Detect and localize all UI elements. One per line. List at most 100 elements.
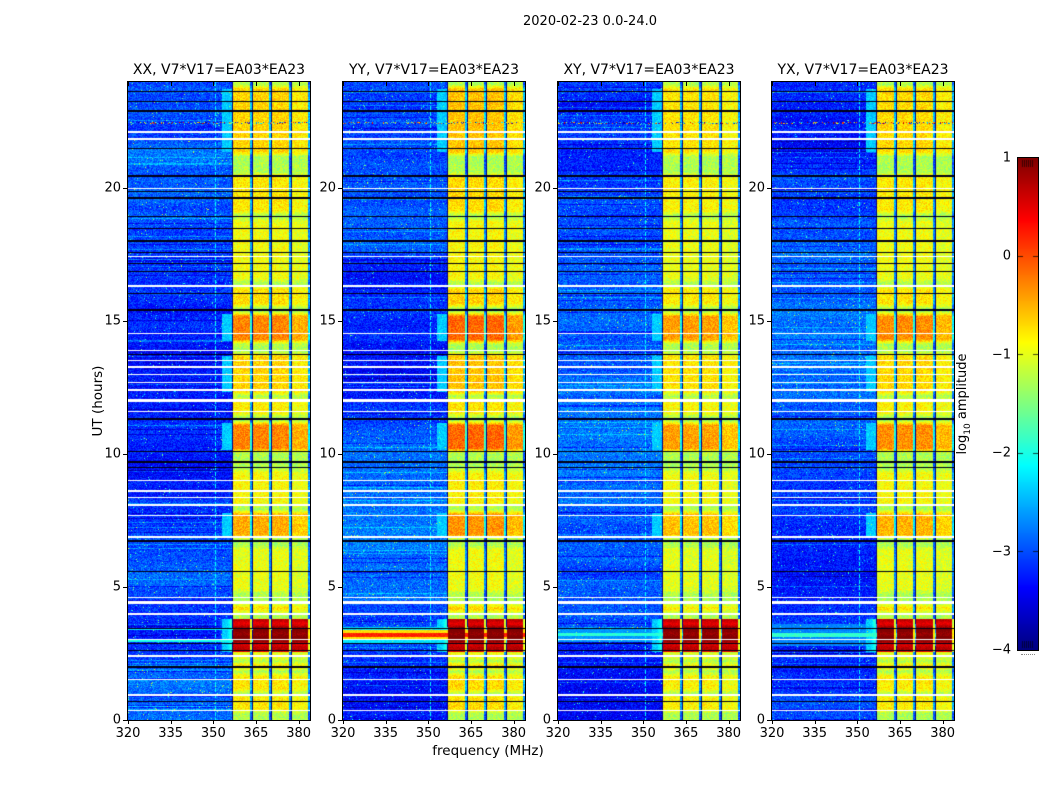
x-tick-top	[772, 82, 773, 86]
y-tick	[767, 720, 771, 721]
x-tick-label: 380	[716, 726, 742, 741]
x-tick-label: 380	[286, 726, 312, 741]
y-tick	[338, 188, 342, 190]
spectrogram-panel-xy	[558, 82, 740, 720]
x-tick-label: 350	[630, 726, 656, 741]
x-tick	[942, 720, 944, 724]
y-tick-label: 15	[748, 313, 765, 329]
x-tick	[857, 720, 859, 724]
colorbar-tick-label: 1	[1002, 150, 1011, 166]
x-tick	[428, 720, 430, 724]
x-tick	[470, 720, 472, 724]
x-tick-label: 320	[545, 726, 571, 741]
colorbar-tick-label: −3	[991, 544, 1011, 560]
y-tick-label: 15	[104, 313, 121, 329]
y-tick-label: 0	[542, 712, 551, 728]
colorbar-tick-label: −1	[991, 347, 1011, 363]
x-tick	[600, 720, 602, 724]
spectrogram-panel-xx	[128, 82, 310, 720]
x-tick	[814, 720, 816, 724]
x-tick-label: 335	[802, 726, 828, 741]
y-tick	[123, 321, 127, 323]
x-tick	[728, 720, 730, 724]
x-axis-label: frequency (MHz)	[432, 743, 544, 759]
x-tick-label: 320	[759, 726, 785, 741]
x-tick-label: 365	[887, 726, 913, 741]
x-tick-top	[513, 82, 515, 86]
colorbar-label-subscript: 10	[962, 423, 973, 435]
y-tick-label: 0	[756, 712, 765, 728]
x-tick-label: 380	[930, 726, 956, 741]
x-tick-top	[899, 82, 901, 86]
x-tick	[643, 720, 645, 724]
x-tick	[128, 720, 129, 724]
x-tick	[685, 720, 687, 724]
y-tick	[338, 720, 342, 721]
y-tick	[123, 720, 127, 721]
x-tick-top	[600, 82, 602, 86]
x-tick-label: 335	[588, 726, 614, 741]
y-tick	[338, 454, 342, 456]
x-tick-label: 320	[115, 726, 141, 741]
y-tick-label: 10	[319, 446, 336, 462]
x-tick-label: 320	[330, 726, 356, 741]
x-tick-top	[942, 82, 944, 86]
x-tick	[298, 720, 300, 724]
x-tick	[385, 720, 387, 724]
x-tick-label: 365	[458, 726, 484, 741]
panel-title-yx: YX, V7*V17=EA03*EA23	[777, 62, 949, 78]
x-tick	[170, 720, 172, 724]
y-tick	[767, 188, 771, 190]
colorbar-label-prefix: log	[955, 434, 971, 455]
y-tick-label: 5	[542, 579, 551, 595]
y-tick-label: 5	[327, 579, 336, 595]
panel-title-xx: XX, V7*V17=EA03*EA23	[132, 62, 306, 78]
y-tick	[123, 587, 127, 589]
x-tick-label: 335	[158, 726, 184, 741]
x-tick	[255, 720, 257, 724]
y-tick-label: 5	[756, 579, 765, 595]
y-tick-label: 15	[534, 313, 551, 329]
x-tick-top	[728, 82, 730, 86]
x-tick-top	[385, 82, 387, 86]
y-tick-label: 20	[104, 180, 121, 196]
x-tick-top	[213, 82, 215, 86]
x-tick-top	[857, 82, 859, 86]
y-tick	[123, 188, 127, 190]
x-tick-top	[170, 82, 172, 86]
colorbar-tick-label: 0	[1002, 248, 1011, 264]
y-tick	[767, 454, 771, 456]
x-tick-label: 365	[673, 726, 699, 741]
y-tick	[123, 454, 127, 456]
x-tick-top	[255, 82, 257, 86]
y-tick	[338, 587, 342, 589]
y-tick	[553, 321, 557, 323]
x-tick-top	[343, 82, 344, 86]
y-tick-label: 10	[534, 446, 551, 462]
x-tick-top	[814, 82, 816, 86]
x-tick-top	[470, 82, 472, 86]
y-tick-label: 0	[327, 712, 336, 728]
y-tick	[767, 587, 771, 589]
x-tick-top	[558, 82, 559, 86]
x-tick-top	[428, 82, 430, 86]
colorbar-label: log10 amplitude	[955, 353, 973, 454]
x-tick-label: 365	[243, 726, 269, 741]
x-tick-label: 380	[501, 726, 527, 741]
panel-title-yy: YY, V7*V17=EA03*EA23	[348, 62, 520, 78]
x-tick-top	[685, 82, 687, 86]
spectrogram-panel-yy	[343, 82, 525, 720]
colorbar	[1018, 158, 1038, 650]
y-tick-label: 10	[748, 446, 765, 462]
spectrogram-panel-yx	[772, 82, 954, 720]
y-tick	[553, 188, 557, 190]
y-tick-label: 0	[112, 712, 121, 728]
x-tick	[772, 720, 773, 724]
y-tick	[338, 321, 342, 323]
x-tick-label: 350	[415, 726, 441, 741]
figure-title: 2020-02-23 0.0-24.0	[523, 14, 657, 29]
colorbar-minor-dots	[1021, 654, 1035, 655]
y-tick-label: 15	[319, 313, 336, 329]
y-tick-label: 20	[534, 180, 551, 196]
